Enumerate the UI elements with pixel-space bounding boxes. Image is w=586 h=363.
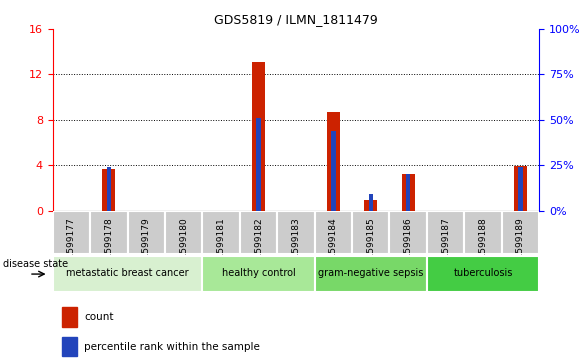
Bar (518, 167, 523, 211)
FancyBboxPatch shape (165, 211, 202, 254)
FancyBboxPatch shape (315, 211, 352, 254)
Text: percentile rank within the sample: percentile rank within the sample (84, 342, 260, 352)
Text: GSM1599181: GSM1599181 (217, 217, 226, 278)
Bar (327, 112, 340, 211)
FancyBboxPatch shape (240, 211, 277, 254)
Text: tuberculosis: tuberculosis (454, 268, 513, 278)
Text: GSM1599182: GSM1599182 (254, 217, 263, 278)
FancyBboxPatch shape (390, 211, 427, 254)
Text: GSM1599178: GSM1599178 (104, 217, 113, 278)
FancyBboxPatch shape (427, 211, 464, 254)
Bar (331, 131, 336, 211)
FancyBboxPatch shape (53, 211, 90, 254)
Text: GSM1599180: GSM1599180 (179, 217, 188, 278)
FancyBboxPatch shape (464, 211, 502, 254)
Text: GSM1599177: GSM1599177 (67, 217, 76, 278)
Bar (252, 62, 265, 211)
Text: healthy control: healthy control (222, 268, 295, 278)
Text: count: count (84, 312, 114, 322)
Text: GSM1599184: GSM1599184 (329, 217, 338, 278)
FancyBboxPatch shape (315, 256, 427, 292)
Text: GSM1599179: GSM1599179 (142, 217, 151, 278)
FancyBboxPatch shape (202, 211, 240, 254)
FancyBboxPatch shape (352, 211, 390, 254)
Text: metastatic breast cancer: metastatic breast cancer (66, 268, 189, 278)
Bar (364, 200, 377, 211)
Bar (103, 168, 115, 211)
Bar (63, 307, 77, 327)
FancyBboxPatch shape (128, 211, 165, 254)
Text: GSM1599186: GSM1599186 (404, 217, 413, 278)
Text: gram-negative sepsis: gram-negative sepsis (318, 268, 424, 278)
Text: disease state: disease state (2, 259, 68, 269)
Text: GSM1599185: GSM1599185 (366, 217, 375, 278)
FancyBboxPatch shape (90, 211, 128, 254)
Text: GSM1599188: GSM1599188 (479, 217, 488, 278)
Bar (63, 337, 77, 356)
FancyBboxPatch shape (502, 211, 539, 254)
Bar (256, 118, 261, 211)
Bar (406, 174, 410, 211)
FancyBboxPatch shape (277, 211, 315, 254)
Bar (401, 174, 415, 211)
Text: GSM1599189: GSM1599189 (516, 217, 525, 278)
FancyBboxPatch shape (427, 256, 539, 292)
FancyBboxPatch shape (202, 256, 315, 292)
Bar (107, 167, 111, 211)
Title: GDS5819 / ILMN_1811479: GDS5819 / ILMN_1811479 (214, 13, 378, 26)
Text: GSM1599187: GSM1599187 (441, 217, 450, 278)
Text: GSM1599183: GSM1599183 (291, 217, 301, 278)
Bar (514, 166, 527, 211)
FancyBboxPatch shape (53, 256, 202, 292)
Bar (369, 194, 373, 211)
